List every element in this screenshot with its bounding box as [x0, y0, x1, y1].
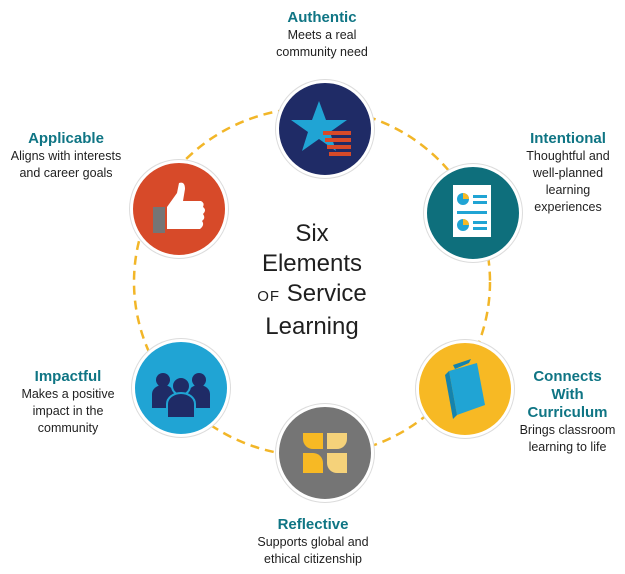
title-authentic: Authentic: [287, 9, 357, 26]
desc-intentional-2: well-planned: [532, 166, 604, 180]
desc-connects-2: learning to life: [528, 440, 607, 454]
title-line-1: Six: [295, 220, 329, 247]
desc-impactful-3: community: [37, 421, 99, 435]
node-intentional: [424, 164, 522, 262]
book-icon: [445, 359, 485, 419]
desc-reflective-1: Supports global and: [257, 535, 369, 549]
title-intentional: Intentional: [530, 130, 606, 147]
desc-connects-1: Brings classroom: [519, 423, 616, 437]
title-reflective: Reflective: [277, 516, 349, 533]
desc-impactful-2: impact in the: [32, 404, 104, 418]
title-impactful: Impactful: [34, 368, 102, 385]
node-applicable: [130, 160, 228, 258]
reflection-icon: [303, 433, 347, 473]
node-impactful: [132, 339, 230, 437]
node-connects-with-curriculum: [416, 340, 514, 438]
title-line-4: Learning: [265, 313, 359, 340]
document-icon: [453, 185, 491, 237]
title-applicable: Applicable: [28, 130, 104, 147]
people-icon: [152, 373, 210, 419]
desc-authentic-1: Meets a real: [287, 28, 357, 42]
desc-reflective-2: ethical citizenship: [264, 552, 362, 566]
node-reflective: [276, 404, 374, 502]
title-of: OF: [257, 288, 281, 305]
desc-intentional-1: Thoughtful and: [526, 149, 610, 163]
title-line-2: Elements: [261, 250, 363, 277]
desc-intentional-3: learning: [545, 183, 591, 197]
title-with: With: [551, 386, 584, 403]
label-impactful: Impactful Makes a positive impact in the…: [8, 368, 128, 437]
title-connects: Connects: [533, 368, 602, 385]
desc-impactful-1: Makes a positive: [21, 387, 115, 401]
node-authentic: [276, 80, 374, 178]
desc-applicable-1: Aligns with interests: [10, 149, 122, 163]
label-connects-with-curriculum: Connects With Curriculum Brings classroo…: [510, 368, 625, 456]
thumbs-up-icon: [153, 182, 205, 233]
label-applicable: Applicable Aligns with interests and car…: [2, 130, 130, 182]
desc-applicable-2: and career goals: [19, 166, 113, 180]
title-service: Service: [286, 280, 367, 307]
label-authentic: Authentic Meets a real community need: [262, 9, 382, 61]
label-reflective: Reflective Supports global and ethical c…: [248, 516, 378, 568]
star-icon: [291, 101, 351, 156]
title-curriculum: Curriculum: [527, 404, 608, 421]
desc-authentic-2: community need: [276, 45, 368, 59]
diagram-title: Six Elements OF Service Learning: [232, 219, 392, 342]
desc-intentional-4: experiences: [534, 200, 602, 214]
title-line-3: OF Service: [232, 279, 392, 312]
label-intentional: Intentional Thoughtful and well-planned …: [512, 130, 624, 216]
